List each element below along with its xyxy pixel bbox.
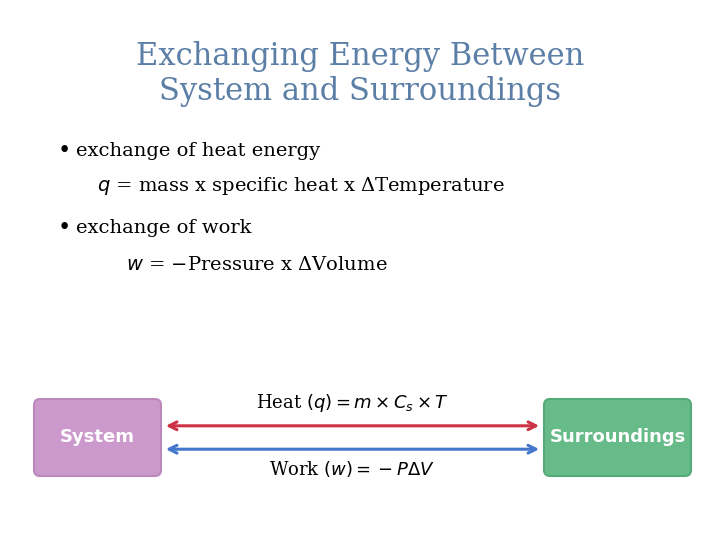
Text: exchange of work: exchange of work	[76, 219, 251, 237]
Text: •: •	[58, 140, 71, 162]
Text: Heat $(q) = m \times C_s \times T$: Heat $(q) = m \times C_s \times T$	[256, 392, 449, 414]
Text: System and Surroundings: System and Surroundings	[159, 76, 561, 107]
FancyBboxPatch shape	[544, 399, 691, 476]
Text: System: System	[60, 429, 135, 447]
FancyBboxPatch shape	[34, 399, 161, 476]
Text: exchange of heat energy: exchange of heat energy	[76, 142, 320, 160]
Text: $q$ = mass x specific heat x ΔTemperature: $q$ = mass x specific heat x ΔTemperatur…	[97, 176, 505, 197]
Text: Exchanging Energy Between: Exchanging Energy Between	[136, 41, 584, 72]
Text: Surroundings: Surroundings	[549, 429, 685, 447]
Text: •: •	[58, 217, 71, 239]
Text: Work $(w) = -P\Delta V$: Work $(w) = -P\Delta V$	[269, 459, 436, 479]
Text: $w$ = −Pressure x ΔVolume: $w$ = −Pressure x ΔVolume	[126, 255, 387, 274]
